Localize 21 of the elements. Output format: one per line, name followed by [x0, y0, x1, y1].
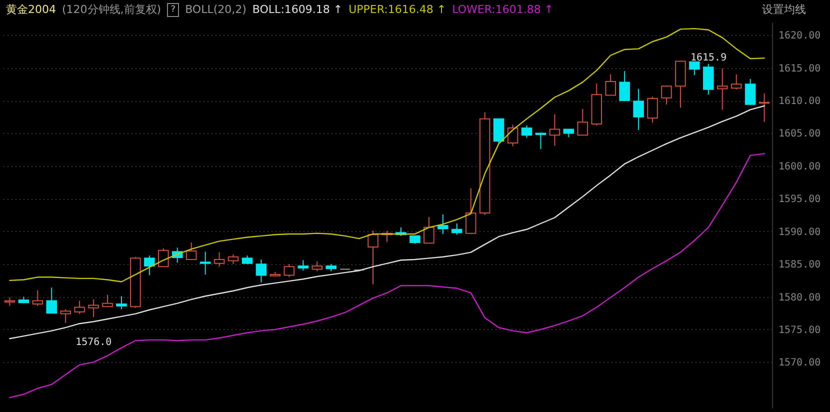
annotation: 1615.9: [690, 52, 727, 64]
y-tick-label: 1615.00: [778, 63, 821, 74]
chart-subtitle: (120分钟线,前复权): [62, 3, 162, 16]
y-tick-label: 1585.00: [778, 260, 821, 271]
text: 设置均线: [762, 3, 806, 16]
legend-title: BOLL(20,2): [185, 3, 246, 16]
text: UPPER:1616.48 ↑: [348, 3, 446, 16]
text: BOLL:1609.18 ↑: [252, 3, 343, 16]
y-tick-label: 1610.00: [778, 96, 821, 108]
y-tick-label: 1620.00: [778, 30, 821, 42]
text: LOWER:1601.88 ↑: [452, 3, 554, 16]
y-tick-label: 1590.00: [778, 226, 821, 238]
y-tick-label: 1605.00: [778, 128, 821, 140]
y-tick-label: 1595.00: [778, 194, 821, 206]
annotation: 1576.0: [76, 336, 112, 348]
y-tick-label: 1570.00: [778, 358, 821, 369]
y-tick-label: 1600.00: [778, 161, 821, 172]
y-tick-label: 1575.00: [778, 324, 821, 336]
text: ?: [167, 2, 180, 17]
chart-title: 黄金2004: [6, 3, 56, 16]
y-tick-label: 1580.00: [778, 292, 821, 304]
